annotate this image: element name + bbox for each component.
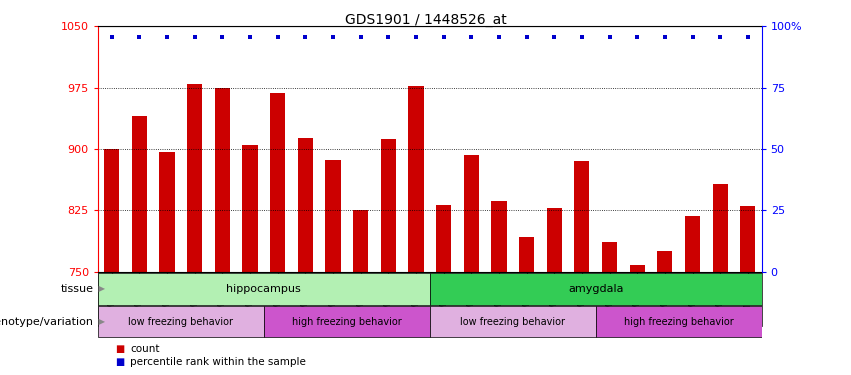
Text: high freezing behavior: high freezing behavior (292, 316, 402, 327)
Bar (436, 205, 451, 272)
Bar (353, 210, 368, 272)
Bar (408, 86, 424, 272)
Text: low freezing behavior: low freezing behavior (460, 316, 565, 327)
Bar (243, 145, 258, 272)
Text: percentile rank within the sample: percentile rank within the sample (130, 357, 306, 367)
Bar (264, 306, 430, 337)
Bar (430, 306, 596, 337)
Bar (630, 264, 645, 272)
Text: hippocampus: hippocampus (226, 284, 301, 294)
Bar (132, 116, 147, 272)
Bar (187, 84, 203, 272)
Bar (491, 201, 506, 272)
Bar (657, 251, 672, 272)
Bar (546, 208, 562, 272)
Bar (270, 93, 285, 272)
Bar (574, 160, 590, 272)
Text: genotype/variation: genotype/variation (0, 316, 94, 327)
Text: high freezing behavior: high freezing behavior (624, 316, 734, 327)
Text: amygdala: amygdala (568, 284, 624, 294)
Bar (740, 206, 756, 272)
Bar (325, 160, 340, 272)
Bar (380, 139, 396, 272)
Text: count: count (130, 344, 160, 354)
Bar (712, 184, 728, 272)
Text: ▶: ▶ (96, 284, 106, 293)
Bar (596, 306, 762, 337)
Bar (98, 273, 430, 305)
Text: ■: ■ (115, 344, 124, 354)
Bar (104, 149, 119, 272)
Bar (298, 138, 313, 272)
Text: ■: ■ (115, 357, 124, 367)
Bar (519, 237, 534, 272)
Bar (214, 88, 230, 272)
Text: low freezing behavior: low freezing behavior (129, 316, 233, 327)
Bar (685, 216, 700, 272)
Text: tissue: tissue (60, 284, 94, 294)
Bar (159, 152, 174, 272)
Text: GDS1901 / 1448526_at: GDS1901 / 1448526_at (345, 13, 506, 27)
Bar (98, 306, 264, 337)
Bar (430, 273, 762, 305)
Text: ▶: ▶ (96, 317, 106, 326)
Bar (602, 242, 617, 272)
Bar (464, 155, 479, 272)
